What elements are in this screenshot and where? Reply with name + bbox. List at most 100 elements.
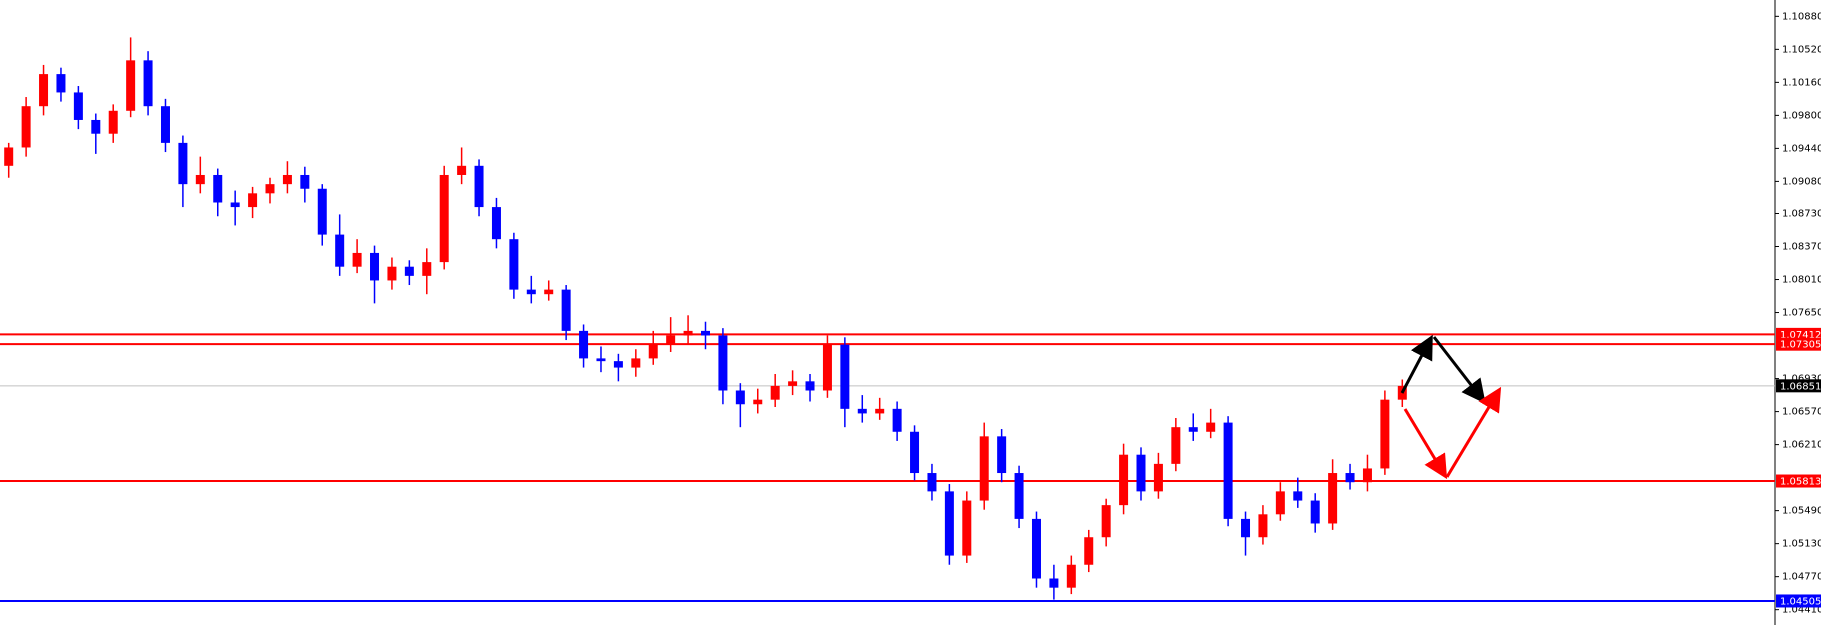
candle-body	[39, 74, 49, 107]
candle-body	[1328, 473, 1338, 524]
candle-body	[317, 188, 327, 235]
level-label: 1.06851	[1780, 381, 1821, 392]
candle-body	[910, 431, 920, 474]
candle-body	[840, 344, 850, 409]
candle-body	[1223, 422, 1233, 519]
candle-body	[126, 60, 136, 111]
candle-body	[735, 390, 745, 405]
candle-body	[1031, 518, 1041, 579]
y-tick-label: 1.08010	[1782, 275, 1821, 286]
arrow	[1403, 408, 1448, 480]
candle-body	[1188, 427, 1198, 432]
y-tick-label: 1.04410	[1782, 605, 1821, 616]
candle-body	[1293, 491, 1303, 501]
candle-body	[282, 174, 292, 185]
candle-body	[631, 358, 641, 368]
candle-body	[178, 142, 188, 185]
candle-body	[143, 60, 153, 107]
candle-body	[613, 361, 623, 368]
level-label: 1.07412	[1780, 330, 1821, 341]
y-tick-label: 1.06570	[1782, 407, 1821, 418]
candle-body	[248, 193, 258, 208]
candle-body	[1171, 427, 1181, 464]
candle-body	[579, 330, 589, 359]
candle-body	[352, 252, 362, 267]
candle-body	[962, 500, 972, 556]
candle-body	[788, 381, 798, 386]
candle-body	[1066, 564, 1076, 588]
candle-body	[1153, 463, 1163, 492]
candle-body	[666, 335, 676, 345]
candle-body	[561, 289, 571, 331]
y-tick-label: 1.06930	[1782, 374, 1821, 385]
arrow	[1445, 386, 1502, 478]
candle-body	[1362, 468, 1372, 483]
candle-body	[979, 436, 989, 501]
y-tick-label: 1.09800	[1782, 110, 1821, 121]
level-label: 1.07305	[1780, 340, 1821, 351]
candle-body	[404, 266, 414, 276]
candle-body	[1049, 578, 1059, 588]
candle-body	[770, 385, 780, 400]
level-label: 1.05813	[1780, 477, 1821, 488]
y-tick-label: 1.10160	[1782, 77, 1821, 88]
candle-body	[108, 110, 118, 134]
level-label-box	[1776, 474, 1821, 488]
candle-body	[439, 174, 449, 263]
level-label-box	[1776, 327, 1821, 341]
candle-body	[21, 106, 31, 148]
candle-body	[1136, 454, 1146, 492]
level-label-box	[1776, 594, 1821, 608]
level-label: 1.04505	[1780, 596, 1821, 607]
candle-body	[857, 408, 867, 414]
level-label-box	[1776, 379, 1821, 393]
candle-body	[1380, 399, 1390, 469]
candle-body	[230, 202, 240, 208]
level-label-box	[1776, 337, 1821, 351]
projection-arrows	[1400, 334, 1502, 480]
y-tick-label: 1.05130	[1782, 539, 1821, 550]
y-tick-label: 1.09080	[1782, 176, 1821, 187]
candle-body	[1119, 454, 1129, 506]
y-tick-label: 1.06210	[1782, 440, 1821, 451]
candle-body	[526, 289, 536, 295]
candle-body	[387, 266, 397, 281]
candle-body	[683, 330, 693, 336]
candle-body	[509, 239, 519, 290]
arrow	[1400, 334, 1433, 394]
candle-body	[822, 344, 832, 391]
candle-body	[927, 473, 937, 492]
candle-body	[491, 207, 501, 240]
candle-body	[544, 289, 554, 295]
candle-body	[474, 165, 484, 208]
candle-body	[300, 174, 310, 189]
y-tick-label: 1.08370	[1782, 242, 1821, 253]
candle-body	[213, 174, 223, 203]
candle-body	[892, 408, 902, 432]
candle-body	[1310, 500, 1320, 524]
candle-body	[4, 147, 14, 166]
candle-body	[195, 174, 205, 185]
candle-body	[1014, 473, 1024, 519]
candle-body	[91, 119, 101, 134]
candle-body	[701, 330, 710, 336]
y-tick-label: 1.10520	[1782, 44, 1821, 55]
candle-body	[160, 106, 170, 143]
candle-body	[944, 491, 954, 556]
plot-area	[0, 37, 1775, 602]
candle-body	[1275, 491, 1285, 515]
y-tick-label: 1.10880	[1782, 11, 1821, 22]
candle-body	[1241, 518, 1251, 538]
candle-body	[1084, 537, 1094, 565]
candle-body	[73, 92, 83, 120]
y-tick-label: 1.08730	[1782, 208, 1821, 219]
candle-body	[1345, 473, 1355, 483]
y-tick-label: 1.04770	[1782, 572, 1821, 583]
candle-body	[370, 252, 380, 281]
candle-body	[1101, 505, 1111, 538]
candle-body	[805, 381, 815, 391]
candle-body	[648, 344, 658, 359]
candle-body	[335, 234, 345, 267]
y-tick-label: 1.09440	[1782, 143, 1821, 154]
